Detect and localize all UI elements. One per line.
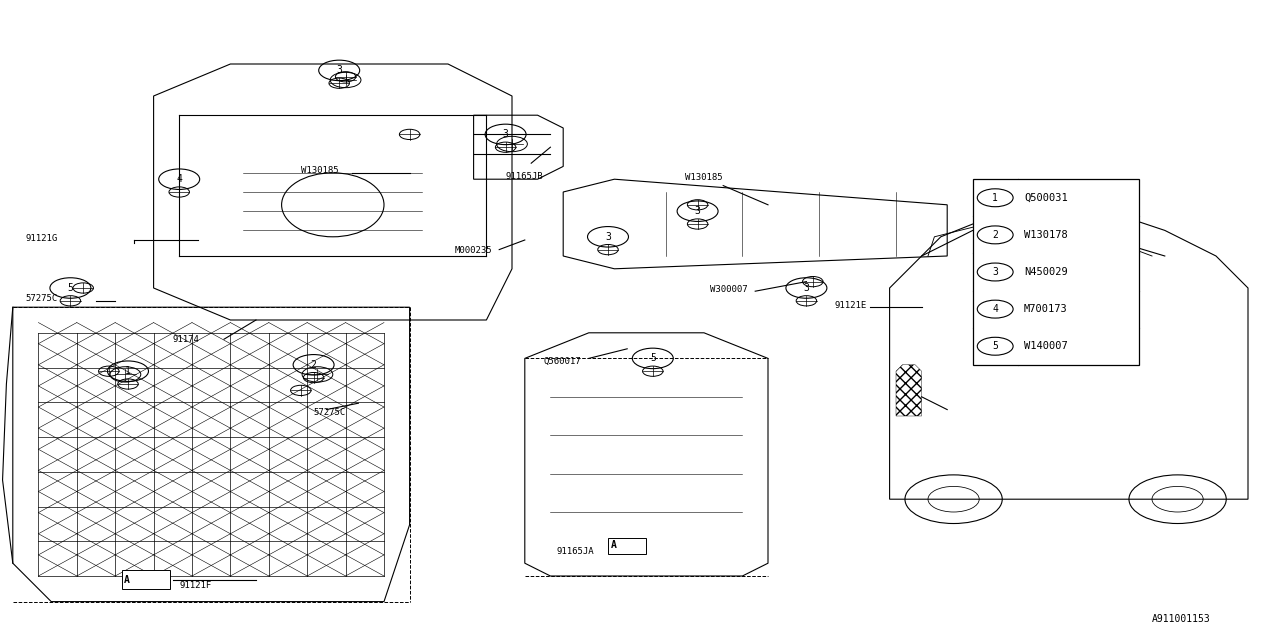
Text: 3: 3 (804, 283, 809, 293)
Text: 91121F: 91121F (179, 581, 211, 590)
Text: 1: 1 (992, 193, 998, 203)
Text: M700173: M700173 (1024, 304, 1068, 314)
Bar (122, 570, 170, 589)
Text: 3: 3 (992, 267, 998, 277)
Bar (608, 538, 646, 554)
Bar (973, 179, 1139, 365)
Text: 91165JA: 91165JA (557, 547, 594, 556)
Text: 5: 5 (68, 283, 73, 293)
Text: 1: 1 (125, 366, 131, 376)
Text: M000235: M000235 (454, 246, 492, 255)
Text: 5: 5 (992, 341, 998, 351)
Text: W130185: W130185 (301, 166, 338, 175)
Text: 3: 3 (605, 232, 611, 242)
Text: 91174: 91174 (173, 335, 200, 344)
Text: 3: 3 (695, 206, 700, 216)
Text: Q560017: Q560017 (544, 357, 581, 366)
Text: 57275C: 57275C (26, 294, 58, 303)
Text: W140007: W140007 (1024, 341, 1068, 351)
Text: 91121E: 91121E (835, 301, 867, 310)
Text: 4: 4 (992, 304, 998, 314)
Text: A911001153: A911001153 (1152, 614, 1211, 624)
Text: A: A (611, 540, 617, 550)
Text: 4: 4 (177, 174, 182, 184)
Text: 3: 3 (337, 65, 342, 76)
Text: Q500031: Q500031 (1024, 193, 1068, 203)
Text: 3: 3 (503, 129, 508, 140)
Text: 2: 2 (311, 360, 316, 370)
Text: 57275C: 57275C (314, 408, 346, 417)
Text: 5: 5 (650, 353, 655, 364)
Text: W300007: W300007 (710, 285, 748, 294)
Text: A: A (124, 575, 131, 585)
Text: N450029: N450029 (1024, 267, 1068, 277)
Text: 2: 2 (992, 230, 998, 240)
Text: 91165JB: 91165JB (506, 172, 543, 180)
Text: 91121G: 91121G (26, 234, 58, 243)
Text: W130185: W130185 (685, 173, 722, 182)
Text: W130178: W130178 (1024, 230, 1068, 240)
